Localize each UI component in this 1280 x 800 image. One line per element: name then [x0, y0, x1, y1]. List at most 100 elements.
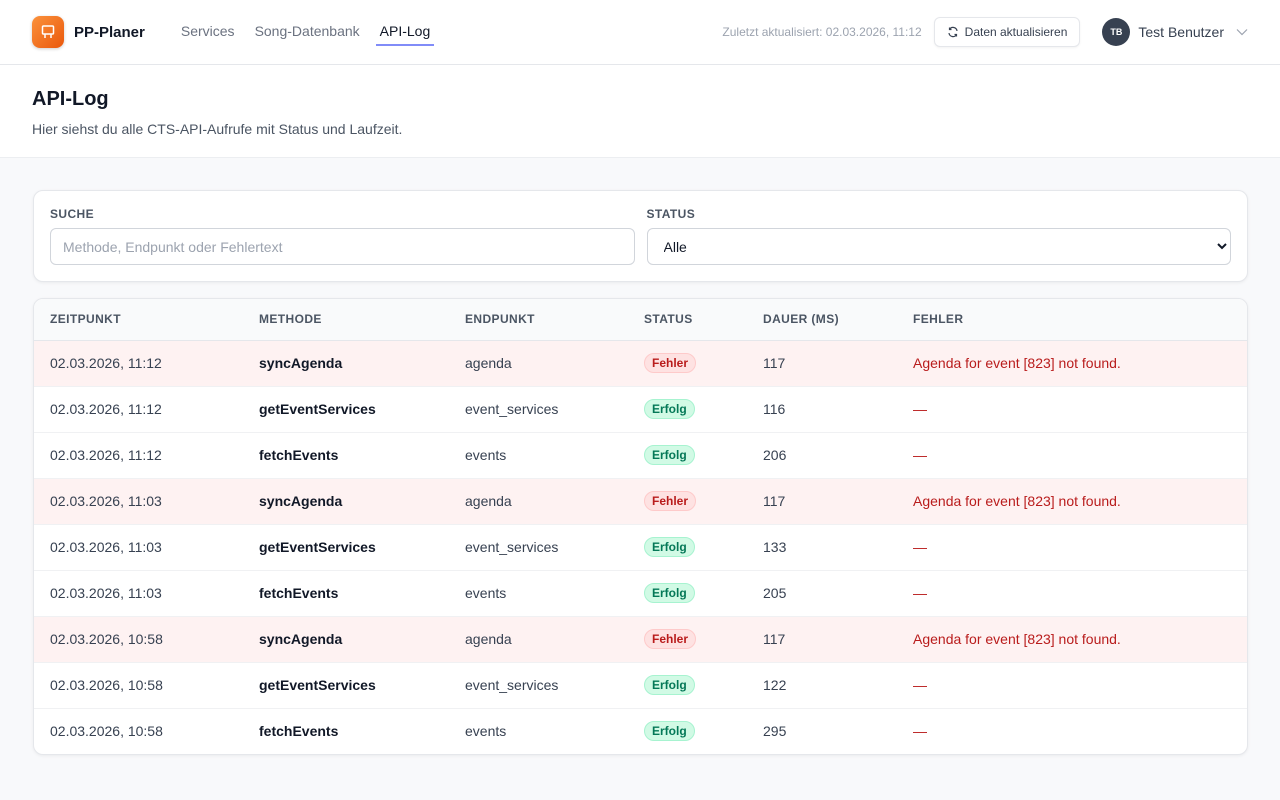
status-badge: Fehler	[644, 353, 697, 373]
cell-error: Agenda for event [823] not found.	[913, 616, 1247, 663]
cell-error: —	[913, 386, 1247, 433]
avatar: TB	[1102, 18, 1131, 46]
cell-endpoint: events	[465, 432, 644, 479]
table-row: 02.03.2026, 11:03 fetchEvents events Erfolg…	[34, 570, 1247, 617]
table-row: 02.03.2026, 11:12 fetchEvents events Erfolg…	[34, 432, 1247, 479]
search-input[interactable]	[50, 228, 635, 265]
col-fehler[interactable]: FEHLER	[913, 299, 1247, 341]
cell-method: syncAgenda	[259, 340, 465, 387]
cell-error: —	[913, 723, 927, 740]
status-badge: Erfolg	[644, 537, 695, 557]
chevron-down-icon	[1236, 29, 1248, 36]
cell-method: syncAgenda	[259, 478, 465, 525]
top-bar: PP-Planer Services Song-Datenbank API-Lo…	[0, 0, 1280, 65]
nav-api-log[interactable]: API-Log	[375, 19, 435, 46]
col-dauer[interactable]: DAUER (MS)	[763, 299, 913, 341]
cell-status: Erfolg	[644, 432, 763, 479]
cell-error: —	[913, 432, 1247, 479]
page-title: API-Log	[32, 88, 109, 110]
main-nav: Services Song-Datenbank API-Log	[177, 19, 435, 46]
status-badge: Erfolg	[644, 399, 695, 419]
cell-duration: 295	[763, 723, 787, 740]
refresh-icon	[948, 26, 958, 38]
cell-duration: 206	[763, 432, 913, 479]
api-log-table: ZEITPUNKT METHODE ENDPUNKT STATUS DAUER …	[33, 298, 1248, 755]
status-badge: Erfolg	[644, 721, 695, 742]
cell-status: Fehler	[644, 478, 763, 525]
last-updated: Zuletzt aktualisiert: 02.03.2026, 11:12	[722, 25, 922, 39]
cell-status: Fehler	[644, 340, 763, 387]
cell-endpoint: agenda	[465, 616, 644, 663]
cell-endpoint: agenda	[465, 478, 644, 525]
cell-error: —	[913, 524, 1247, 571]
cell-endpoint: event_services	[465, 524, 644, 571]
cell-duration: 117	[763, 616, 913, 663]
table-row: 02.03.2026, 10:58 syncAgenda agenda Fehler 1…	[34, 616, 1247, 663]
cell-status: Fehler	[644, 616, 763, 663]
cell-method: syncAgenda	[259, 616, 465, 663]
search-label: SUCHE	[50, 207, 95, 221]
cell-endpoint: agenda	[465, 340, 644, 387]
table-row: 02.03.2026, 11:12 getEventServices event_s…	[34, 386, 1247, 433]
col-endpunkt[interactable]: ENDPUNKT	[465, 299, 644, 341]
cell-time: 02.03.2026, 10:58	[50, 723, 163, 740]
status-badge: Erfolg	[644, 583, 695, 603]
cell-time: 02.03.2026, 11:12	[34, 432, 259, 479]
status-badge: Erfolg	[644, 445, 695, 465]
status-label: STATUS	[646, 207, 696, 221]
page-header: API-Log Hier siehst du alle CTS-API-Aufr…	[0, 65, 1280, 158]
cell-time: 02.03.2026, 11:03	[34, 570, 259, 617]
cell-time: 02.03.2026, 10:58	[34, 616, 259, 663]
app-name[interactable]: PP-Planer	[74, 23, 145, 41]
col-status[interactable]: STATUS	[644, 299, 763, 341]
refresh-label: Daten aktualisieren	[964, 25, 1068, 39]
page-subtitle: Hier siehst du alle CTS-API-Aufrufe mit …	[32, 121, 403, 137]
cell-duration: 205	[763, 570, 913, 617]
cell-duration: 117	[763, 340, 913, 387]
status-badge: Fehler	[644, 491, 697, 511]
cell-method: fetchEvents	[259, 570, 465, 617]
cell-error: —	[913, 570, 1247, 617]
presentation-icon[interactable]	[32, 16, 64, 48]
nav-services[interactable]: Services	[180, 22, 235, 39]
col-zeitpunkt[interactable]: ZEITPUNKT	[34, 299, 259, 341]
cell-endpoint: event_services	[465, 386, 644, 433]
refresh-button[interactable]: Daten aktualisieren	[933, 17, 1081, 47]
cell-time: 02.03.2026, 11:12	[34, 386, 259, 433]
cell-duration: 122	[763, 662, 913, 709]
user-name: Test Benutzer	[1138, 24, 1224, 40]
cell-endpoint: events	[465, 570, 644, 617]
cell-status: Erfolg	[644, 708, 763, 754]
cell-time: 02.03.2026, 10:58	[34, 662, 259, 709]
table-row: 02.03.2026, 11:12 syncAgenda agenda Fehler 1…	[34, 340, 1247, 387]
cell-error: Agenda for event [823] not found.	[913, 478, 1247, 525]
cell-method: fetchEvents	[259, 432, 465, 479]
table-row: 02.03.2026, 11:03 getEventServices event_s…	[34, 524, 1247, 571]
nav-song-datenbank[interactable]: Song-Datenbank	[254, 22, 360, 39]
cell-status: Erfolg	[644, 662, 763, 709]
table-row: 02.03.2026, 10:58 getEventServices event_s…	[34, 662, 1247, 709]
cell-error: —	[913, 662, 1247, 709]
cell-status: Erfolg	[644, 570, 763, 617]
table-header-row: ZEITPUNKT METHODE ENDPUNKT STATUS DAUER …	[34, 299, 1247, 341]
user-menu[interactable]: TB Test Benutzer	[1102, 18, 1248, 46]
filter-card: SUCHE STATUS Alle	[33, 190, 1248, 282]
cell-time: 02.03.2026, 11:12	[34, 340, 259, 387]
cell-time: 02.03.2026, 11:03	[34, 478, 259, 525]
cell-status: Erfolg	[644, 524, 763, 571]
table-row: 02.03.2026, 10:58 fetchEvents events Erfolg…	[34, 708, 1247, 754]
col-methode[interactable]: METHODE	[259, 299, 465, 341]
cell-time: 02.03.2026, 11:03	[34, 524, 259, 571]
cell-method: fetchEvents	[259, 723, 339, 740]
cell-error: Agenda for event [823] not found.	[913, 340, 1247, 387]
cell-duration: 116	[763, 386, 913, 433]
cell-endpoint: events	[465, 723, 507, 740]
cell-duration: 117	[763, 478, 913, 525]
table-row: 02.03.2026, 11:03 syncAgenda agenda Fehler 1…	[34, 478, 1247, 525]
status-badge: Erfolg	[644, 675, 695, 695]
status-select[interactable]: Alle	[646, 228, 1231, 265]
cell-method: getEventServices	[259, 386, 465, 433]
status-badge: Fehler	[644, 629, 697, 649]
cell-method: getEventServices	[259, 524, 465, 571]
cell-duration: 133	[763, 524, 913, 571]
